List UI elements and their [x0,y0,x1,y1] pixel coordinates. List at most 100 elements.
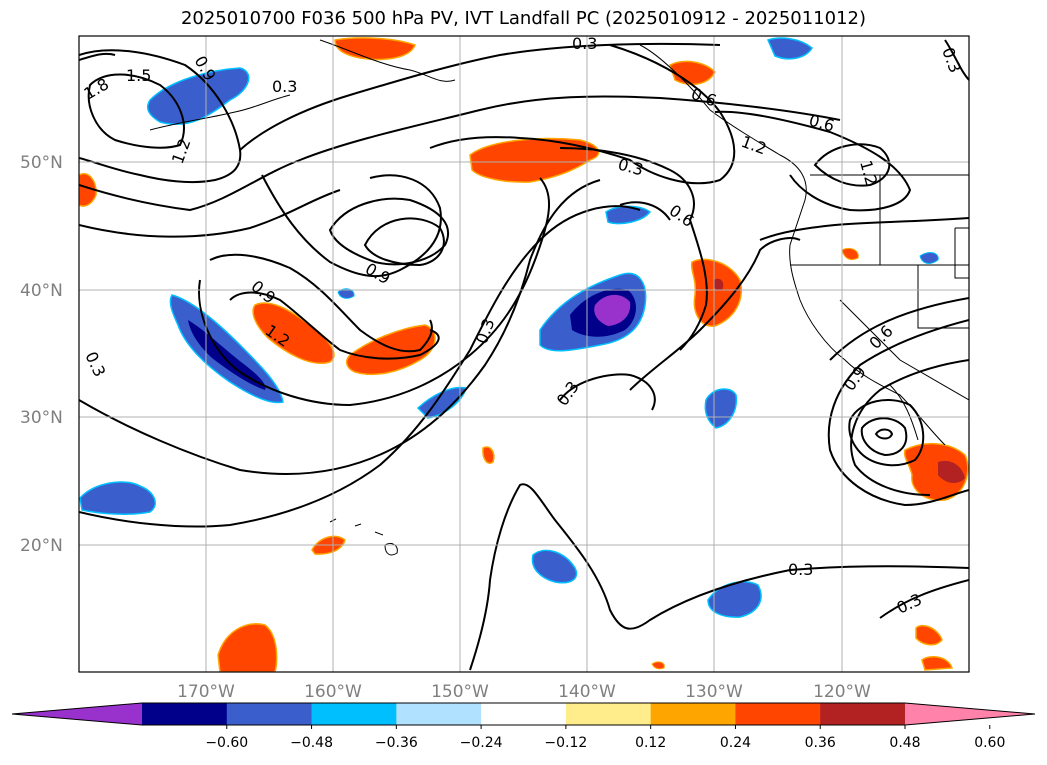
border [917,265,969,329]
lat-label: 30°N [20,408,63,428]
pv-contour [559,373,656,411]
negative-anomaly [704,388,738,429]
positive-anomaly [345,324,436,376]
positive-anomaly [903,442,969,501]
colorbar-segment [396,703,482,725]
positive-anomaly [482,446,495,464]
positive-anomaly [921,655,954,671]
colorbar-tick-label: 0.48 [889,735,920,751]
colorbar-segment [650,703,736,725]
contour-label: 0.3 [572,34,597,53]
pv-contour [229,291,440,360]
colorbar-segment [226,703,313,725]
lon-label: 130°W [685,682,743,702]
colorbar-segment [820,703,906,725]
longitude-labels: 170°W 160°W 150°W 140°W 130°W 120°W [177,682,871,702]
colorbar-tick-label: 0.12 [635,735,666,751]
positive-anomaly [669,60,716,86]
pv-contour [198,177,551,407]
pv-contour [429,44,736,185]
positive-anomaly [334,37,416,61]
coastline [639,44,807,201]
pv-contour [79,52,116,61]
pv-contour [874,428,894,440]
pv-contour [619,201,671,221]
positive-anomaly [915,624,943,646]
colorbar-segment [311,703,397,725]
border [954,227,969,279]
positive-anomaly [841,247,859,261]
pv-contour [469,483,969,671]
colorbar-tick-label: 0.24 [720,735,751,751]
positive-anomaly [217,623,278,672]
pv-contour [239,42,721,151]
border [839,299,969,401]
latitude-labels: 50°N 40°N 30°N 20°N [20,153,63,556]
pv-contour [79,49,242,184]
negative-anomaly-core [188,320,266,390]
pv-contour [261,174,442,278]
coastline [319,39,456,82]
pv-contour [944,39,969,81]
positive-anomaly [651,661,665,670]
pv-contour [714,110,912,212]
colorbar-tick-label: −0.36 [375,735,418,751]
colorbar-tick-label: 0.60 [974,735,1005,751]
negative-anomaly [766,37,813,60]
map-title: 2025010700 F036 500 hPa PV, IVT Landfall… [180,8,867,29]
contour-label: 1.5 [126,66,151,85]
pv-contour [829,297,969,361]
lon-label: 120°W [813,682,871,702]
positive-anomaly-core [713,278,724,291]
negative-anomaly [147,67,250,125]
pv-contour [79,189,341,238]
colorbar-segment [565,703,652,725]
negative-anomaly-core [594,294,631,326]
pv-contour [559,147,695,221]
pv-contour [79,95,841,212]
pv-contour [879,579,969,619]
pv-contour [860,417,908,457]
colorbar-extend-high [905,703,1035,725]
pv-contour [827,319,969,507]
positive-anomaly [79,173,97,207]
lon-label: 170°W [177,682,235,702]
contour-label: 0.3 [788,560,813,579]
negative-anomaly [531,549,578,584]
contour-label: 0.3 [272,77,297,96]
lat-label: 50°N [20,153,63,173]
coastlines [149,39,969,556]
positive-anomaly [252,302,335,364]
colorbar-segment [142,703,228,725]
negative-anomaly [707,581,762,618]
pv-contour [850,359,969,496]
pv-contour [87,73,185,149]
lon-label: 160°W [304,682,362,702]
negative-anomaly [79,481,156,515]
pv-contour [848,399,925,467]
colorbar-tick-label: −0.12 [544,735,587,751]
lon-label: 140°W [558,682,616,702]
negative-anomaly [919,252,939,264]
pv-contour [209,253,433,353]
colorbar-tick-label: −0.60 [205,735,248,751]
pv-contour [629,237,801,391]
lat-label: 40°N [20,281,63,301]
colorbar-segment [735,703,821,725]
lat-label: 20°N [20,536,63,556]
pv-contour [363,217,445,267]
colorbar-tick-label: −0.48 [290,735,333,751]
colorbar-tick-label: −0.24 [460,735,503,751]
negative-anomaly [337,288,355,299]
lon-label: 150°W [431,682,489,702]
shaded-anomalies [79,37,969,672]
pv-contour [79,179,601,475]
pv-contour [328,197,450,266]
map-border [78,35,970,673]
colorbar-extend-low [12,703,142,725]
colorbar: −0.60 −0.48 −0.36 −0.24 −0.12 0.12 0.24 0.36 0.4… [11,702,1036,751]
coastline [149,94,291,131]
graticule [79,36,969,672]
colorbar-tick-label: 0.36 [805,735,836,751]
